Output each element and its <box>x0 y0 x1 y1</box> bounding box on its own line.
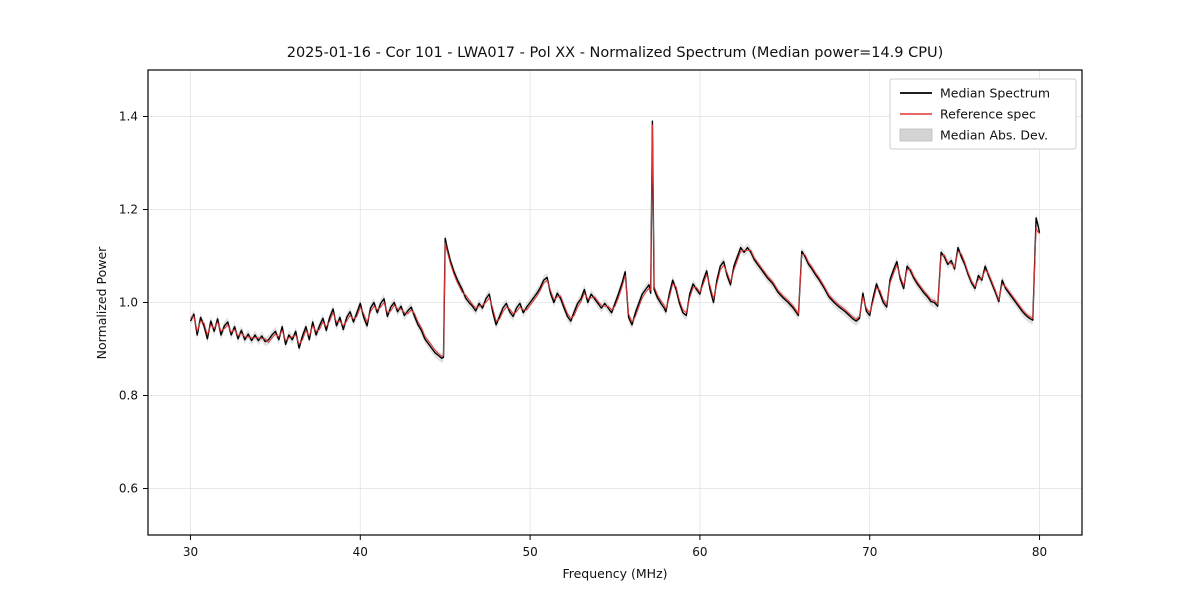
mad-band <box>190 116 1040 363</box>
reference-spec-line <box>190 124 1040 357</box>
x-tick-label: 40 <box>353 545 368 559</box>
x-axis-label: Frequency (MHz) <box>562 566 667 581</box>
x-tick-label: 80 <box>1032 545 1047 559</box>
y-tick-label: 1.2 <box>119 203 138 217</box>
x-tick-label: 30 <box>183 545 198 559</box>
legend-patch-sample <box>899 128 933 142</box>
median-spectrum-line <box>189 120 1041 359</box>
chart-title: 2025-01-16 - Cor 101 - LWA017 - Pol XX -… <box>287 45 944 61</box>
legend-entry-label: Median Abs. Dev. <box>940 128 1048 143</box>
legend: Median Spectrum Reference spec Median Abs.… <box>889 78 1077 150</box>
y-tick-label: 0.6 <box>119 482 138 496</box>
axis-ticks: 30 40 50 60 70 80 0.6 0.8 1.0 1.2 1.4 <box>119 110 1047 560</box>
series-lines <box>189 120 1041 359</box>
legend-box <box>889 78 1077 150</box>
x-tick-label: 70 <box>862 545 877 559</box>
x-tick-label: 60 <box>692 545 707 559</box>
mad-band-polygon <box>190 116 1040 363</box>
legend-entry-label: Reference spec <box>940 107 1036 122</box>
y-tick-label: 1.4 <box>119 110 138 124</box>
y-tick-label: 1.0 <box>119 296 138 310</box>
y-axis-label: Normalized Power <box>94 246 109 360</box>
legend-entry-label: Median Spectrum <box>940 86 1050 101</box>
y-tick-label: 0.8 <box>119 389 138 403</box>
x-tick-label: 50 <box>522 545 537 559</box>
